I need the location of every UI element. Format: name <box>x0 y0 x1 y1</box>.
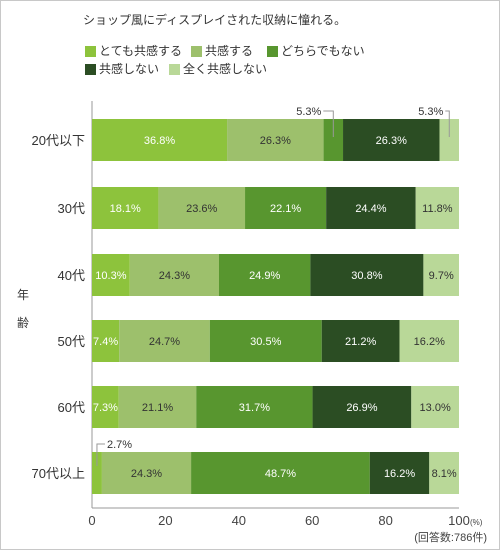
category-label: 60代 <box>58 400 85 415</box>
data-label: 26.3% <box>376 135 407 147</box>
bar-segment <box>92 187 159 229</box>
data-label: 26.3% <box>260 135 291 147</box>
bar-segment <box>369 452 430 494</box>
x-tick-label: 80 <box>378 513 392 528</box>
legend-label: 共感しない <box>99 62 160 76</box>
bar-segment <box>92 119 228 161</box>
category-label: 20代以下 <box>32 133 85 148</box>
legend-item: 全く共感しない <box>169 61 267 77</box>
data-label: 21.2% <box>345 336 376 348</box>
x-tick-label: 60 <box>305 513 319 528</box>
x-tick-label: 0 <box>88 513 95 528</box>
data-label: 11.8% <box>422 203 453 215</box>
category-label: 30代 <box>58 201 85 216</box>
bar-segment <box>92 254 130 296</box>
data-label: 24.3% <box>131 468 162 480</box>
bar-segment <box>323 119 344 161</box>
data-label: 13.0% <box>420 402 451 414</box>
data-label: 7.4% <box>93 336 118 348</box>
bar-segment <box>310 254 424 296</box>
bar-segment <box>429 452 459 494</box>
legend-swatch <box>85 45 96 57</box>
bar-segment <box>119 320 210 362</box>
bar-segment <box>118 386 197 428</box>
category-label: 40代 <box>58 268 85 283</box>
callout-label: 5.3% <box>418 106 443 118</box>
bar-segment <box>227 119 324 161</box>
legend-item: とても共感する <box>85 43 182 59</box>
x-tick-label: 20 <box>158 513 172 528</box>
data-label: 31.7% <box>239 402 270 414</box>
data-label: 21.1% <box>142 402 173 414</box>
legend-swatch <box>191 45 202 57</box>
y-axis-label-char: 年 <box>17 288 29 302</box>
chart-title: ショップ風にディスプレイされた収納に憧れる。 <box>83 13 347 27</box>
bar-segment <box>415 187 459 229</box>
data-label: 7.3% <box>93 402 118 414</box>
sample-note: (回答数:786件) <box>414 530 487 544</box>
legend-label: 全く共感しない <box>183 62 268 76</box>
data-label: 23.6% <box>186 203 217 215</box>
data-label: 24.9% <box>249 270 280 282</box>
category-label: 70代以上 <box>32 466 85 481</box>
data-label: 16.2% <box>384 468 415 480</box>
bar-segment <box>218 254 311 296</box>
data-label: 36.8% <box>144 135 175 147</box>
callout-leader <box>323 110 334 137</box>
legend-swatch <box>169 63 180 75</box>
bar-segment <box>245 187 327 229</box>
x-unit-label: (%) <box>470 518 483 527</box>
callout-leader <box>445 110 450 137</box>
bar-segment <box>196 386 313 428</box>
data-label: 24.3% <box>159 270 190 282</box>
data-label: 9.7% <box>429 270 454 282</box>
legend-swatch <box>267 45 278 57</box>
data-label: 48.7% <box>265 468 296 480</box>
legend-item: 共感しない <box>85 61 159 77</box>
legend-label: 共感する <box>205 44 254 58</box>
bar-segment <box>411 386 459 428</box>
x-tick-label: 40 <box>232 513 246 528</box>
data-label: 8.1% <box>432 468 457 480</box>
bar-segment <box>158 187 246 229</box>
bar-segment <box>326 187 416 229</box>
legend-swatch <box>85 63 96 75</box>
data-label: 10.3% <box>95 270 126 282</box>
bar-segment <box>439 119 459 161</box>
x-tick-label: 100 <box>448 513 470 528</box>
data-label: 26.9% <box>346 402 377 414</box>
bar-segment <box>321 320 400 362</box>
bar-segment <box>191 452 370 494</box>
bar-segment <box>101 452 192 494</box>
callout-label: 5.3% <box>296 106 321 118</box>
bar-segment <box>92 452 102 494</box>
data-label: 24.7% <box>149 336 180 348</box>
legend-item: どちらでもない <box>267 43 365 59</box>
data-label: 22.1% <box>270 203 301 215</box>
data-label: 30.8% <box>351 270 382 282</box>
bar-segment <box>129 254 219 296</box>
bar-segment <box>209 320 322 362</box>
data-label: 18.1% <box>110 203 141 215</box>
bar-segment <box>92 320 120 362</box>
legend-label: とても共感する <box>99 44 183 58</box>
bar-segment <box>92 386 119 428</box>
y-axis-label-char: 齢 <box>17 315 29 330</box>
callout-leader <box>96 443 105 466</box>
callout-label: 2.7% <box>107 439 132 451</box>
bar-segment <box>399 320 459 362</box>
legend-label: どちらでもない <box>281 44 365 58</box>
bar-segment <box>312 386 412 428</box>
category-label: 50代 <box>58 334 85 349</box>
data-label: 16.2% <box>414 336 445 348</box>
data-label: 30.5% <box>250 336 281 348</box>
bar-segment <box>423 254 459 296</box>
data-label: 24.4% <box>355 203 386 215</box>
bar-segment <box>343 119 440 161</box>
legend-item: 共感する <box>191 43 253 59</box>
